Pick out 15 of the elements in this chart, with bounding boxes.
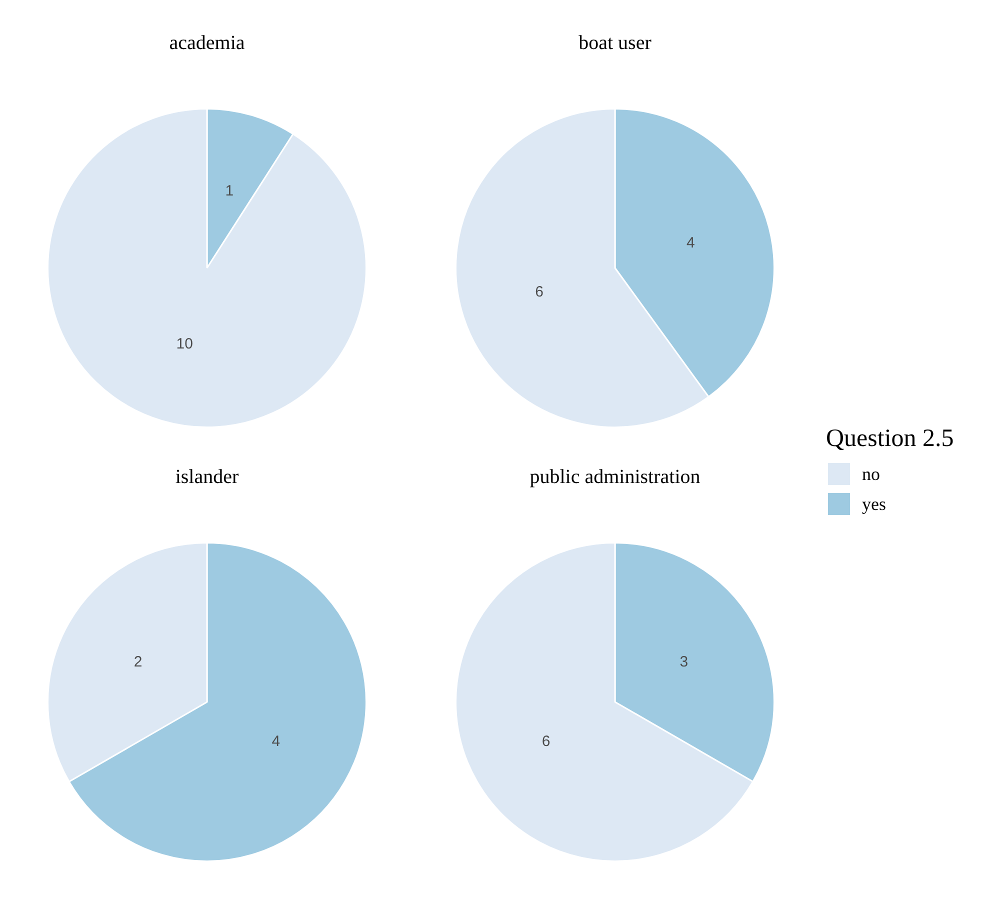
data-label: 3: [680, 653, 688, 670]
chart-title: boat user: [578, 31, 652, 56]
legend-label: yes: [862, 494, 886, 514]
data-label: 2: [134, 653, 142, 670]
data-label: 10: [176, 336, 193, 353]
data-label: 4: [272, 732, 280, 750]
chart-title: public administration: [528, 465, 702, 490]
data-label: 1: [225, 182, 234, 200]
data-label: 4: [686, 234, 695, 252]
data-label: 6: [542, 732, 550, 750]
chart-title: academia: [168, 31, 246, 56]
chart-title: islander: [174, 465, 240, 490]
legend-title: Question 2.5: [826, 425, 954, 453]
data-label: 6: [535, 284, 544, 301]
legend-label: no: [862, 464, 880, 484]
